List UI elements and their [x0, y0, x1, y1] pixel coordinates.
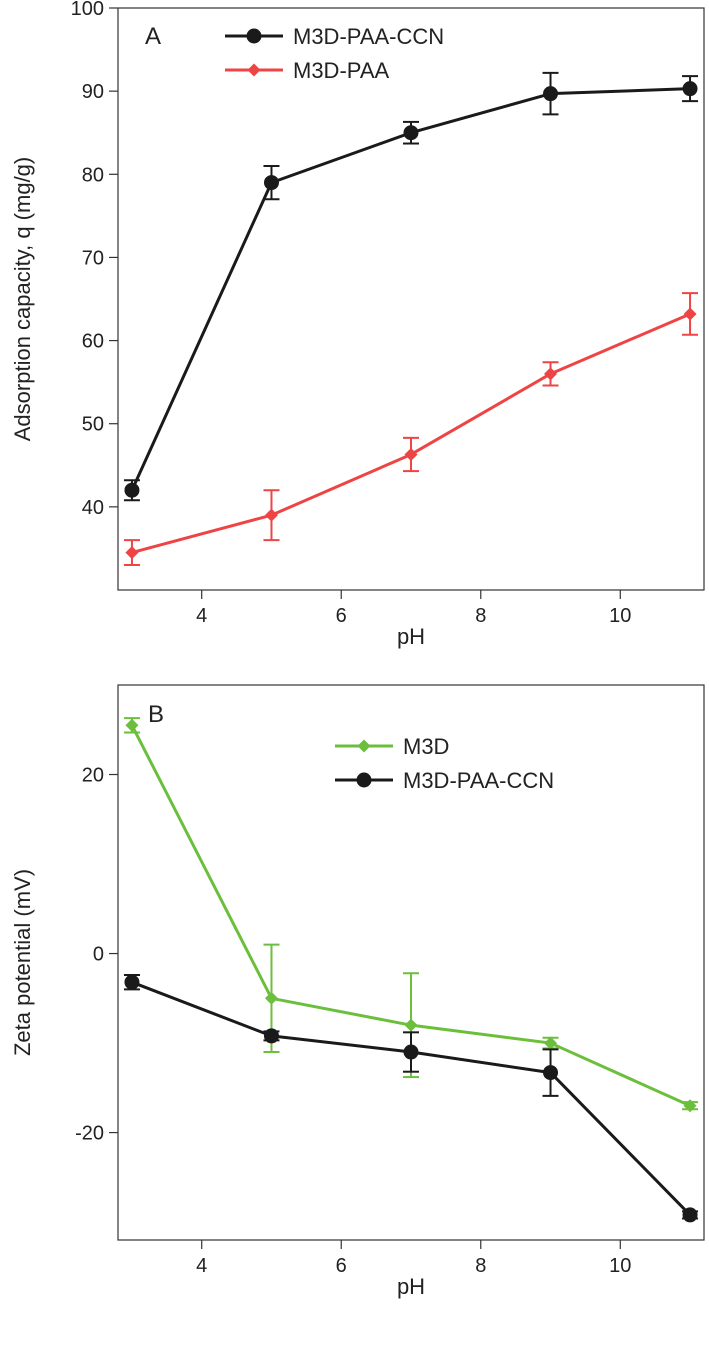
legend-label: M3D-PAA: [293, 58, 389, 83]
x-tick-label: 6: [336, 1255, 347, 1277]
legend-marker: [246, 28, 262, 44]
data-point: [544, 367, 558, 381]
plot-frame: [117, 7, 705, 591]
series-line: [131, 312, 691, 555]
data-point: [404, 447, 418, 461]
legend-marker: [247, 63, 261, 77]
x-tick-label: 8: [475, 605, 486, 627]
plot-frame: [117, 684, 705, 1241]
x-tick-label: 6: [336, 605, 347, 627]
y-tick-label: 90: [82, 81, 104, 103]
y-tick-label: -20: [75, 1123, 104, 1145]
x-tick-label: 10: [609, 605, 631, 627]
y-tick-label: 100: [71, 0, 104, 20]
series-line: [130, 87, 691, 491]
panel-label: B: [148, 701, 164, 728]
y-axis-title: Zeta potential (mV): [10, 869, 35, 1056]
panel-label: A: [145, 23, 161, 50]
x-tick-label: 10: [609, 1255, 631, 1277]
data-point: [264, 508, 278, 522]
data-point: [544, 1036, 558, 1050]
y-tick-label: 40: [82, 497, 104, 519]
series-1: M3D-PAA-CCN: [123, 768, 699, 1223]
y-tick-label: 70: [82, 247, 104, 269]
data-point: [403, 1044, 419, 1060]
data-point: [403, 125, 419, 141]
y-tick-label: 50: [82, 414, 104, 436]
x-tick-label: 4: [196, 1255, 207, 1277]
data-point: [263, 175, 279, 191]
data-point: [683, 307, 697, 321]
data-point: [124, 482, 140, 498]
data-point: [125, 718, 139, 732]
series-0: M3D: [123, 717, 699, 1113]
y-tick-label: 80: [82, 164, 104, 186]
data-point: [125, 546, 139, 560]
x-tick-label: 4: [196, 605, 207, 627]
series-1: M3D-PAA: [123, 58, 699, 567]
legend-label: M3D: [403, 734, 449, 759]
data-point: [124, 974, 140, 990]
x-tick-label: 8: [475, 1255, 486, 1277]
y-tick-label: 0: [93, 944, 104, 966]
data-point: [683, 1099, 697, 1113]
y-axis-title: Adsorption capacity, q (mg/g): [10, 157, 35, 442]
y-tick-label: 20: [82, 765, 104, 787]
chart-panel-a: 4 6 8 10 40 50 60 70 80 90 100 pH Adsorption capacit…: [10, 0, 705, 649]
legend-marker: [357, 739, 371, 753]
legend-label: M3D-PAA-CCN: [403, 768, 554, 793]
y-tick-label: 60: [82, 331, 104, 353]
data-point: [543, 1065, 559, 1081]
data-point: [263, 1028, 279, 1044]
data-point: [404, 1018, 418, 1032]
data-point: [264, 991, 278, 1005]
legend-marker: [356, 772, 372, 788]
x-axis-title: pH: [397, 624, 425, 649]
data-point: [682, 1207, 698, 1223]
data-point: [543, 86, 559, 102]
series-0: M3D-PAA-CCN: [123, 24, 699, 502]
data-point: [682, 81, 698, 97]
chart-panel-b: 4 6 8 10 -20 0 20 pH Zeta potential (mV) B M3D M3D-…: [10, 684, 705, 1299]
x-axis-title: pH: [397, 1274, 425, 1299]
legend-label: M3D-PAA-CCN: [293, 24, 444, 49]
